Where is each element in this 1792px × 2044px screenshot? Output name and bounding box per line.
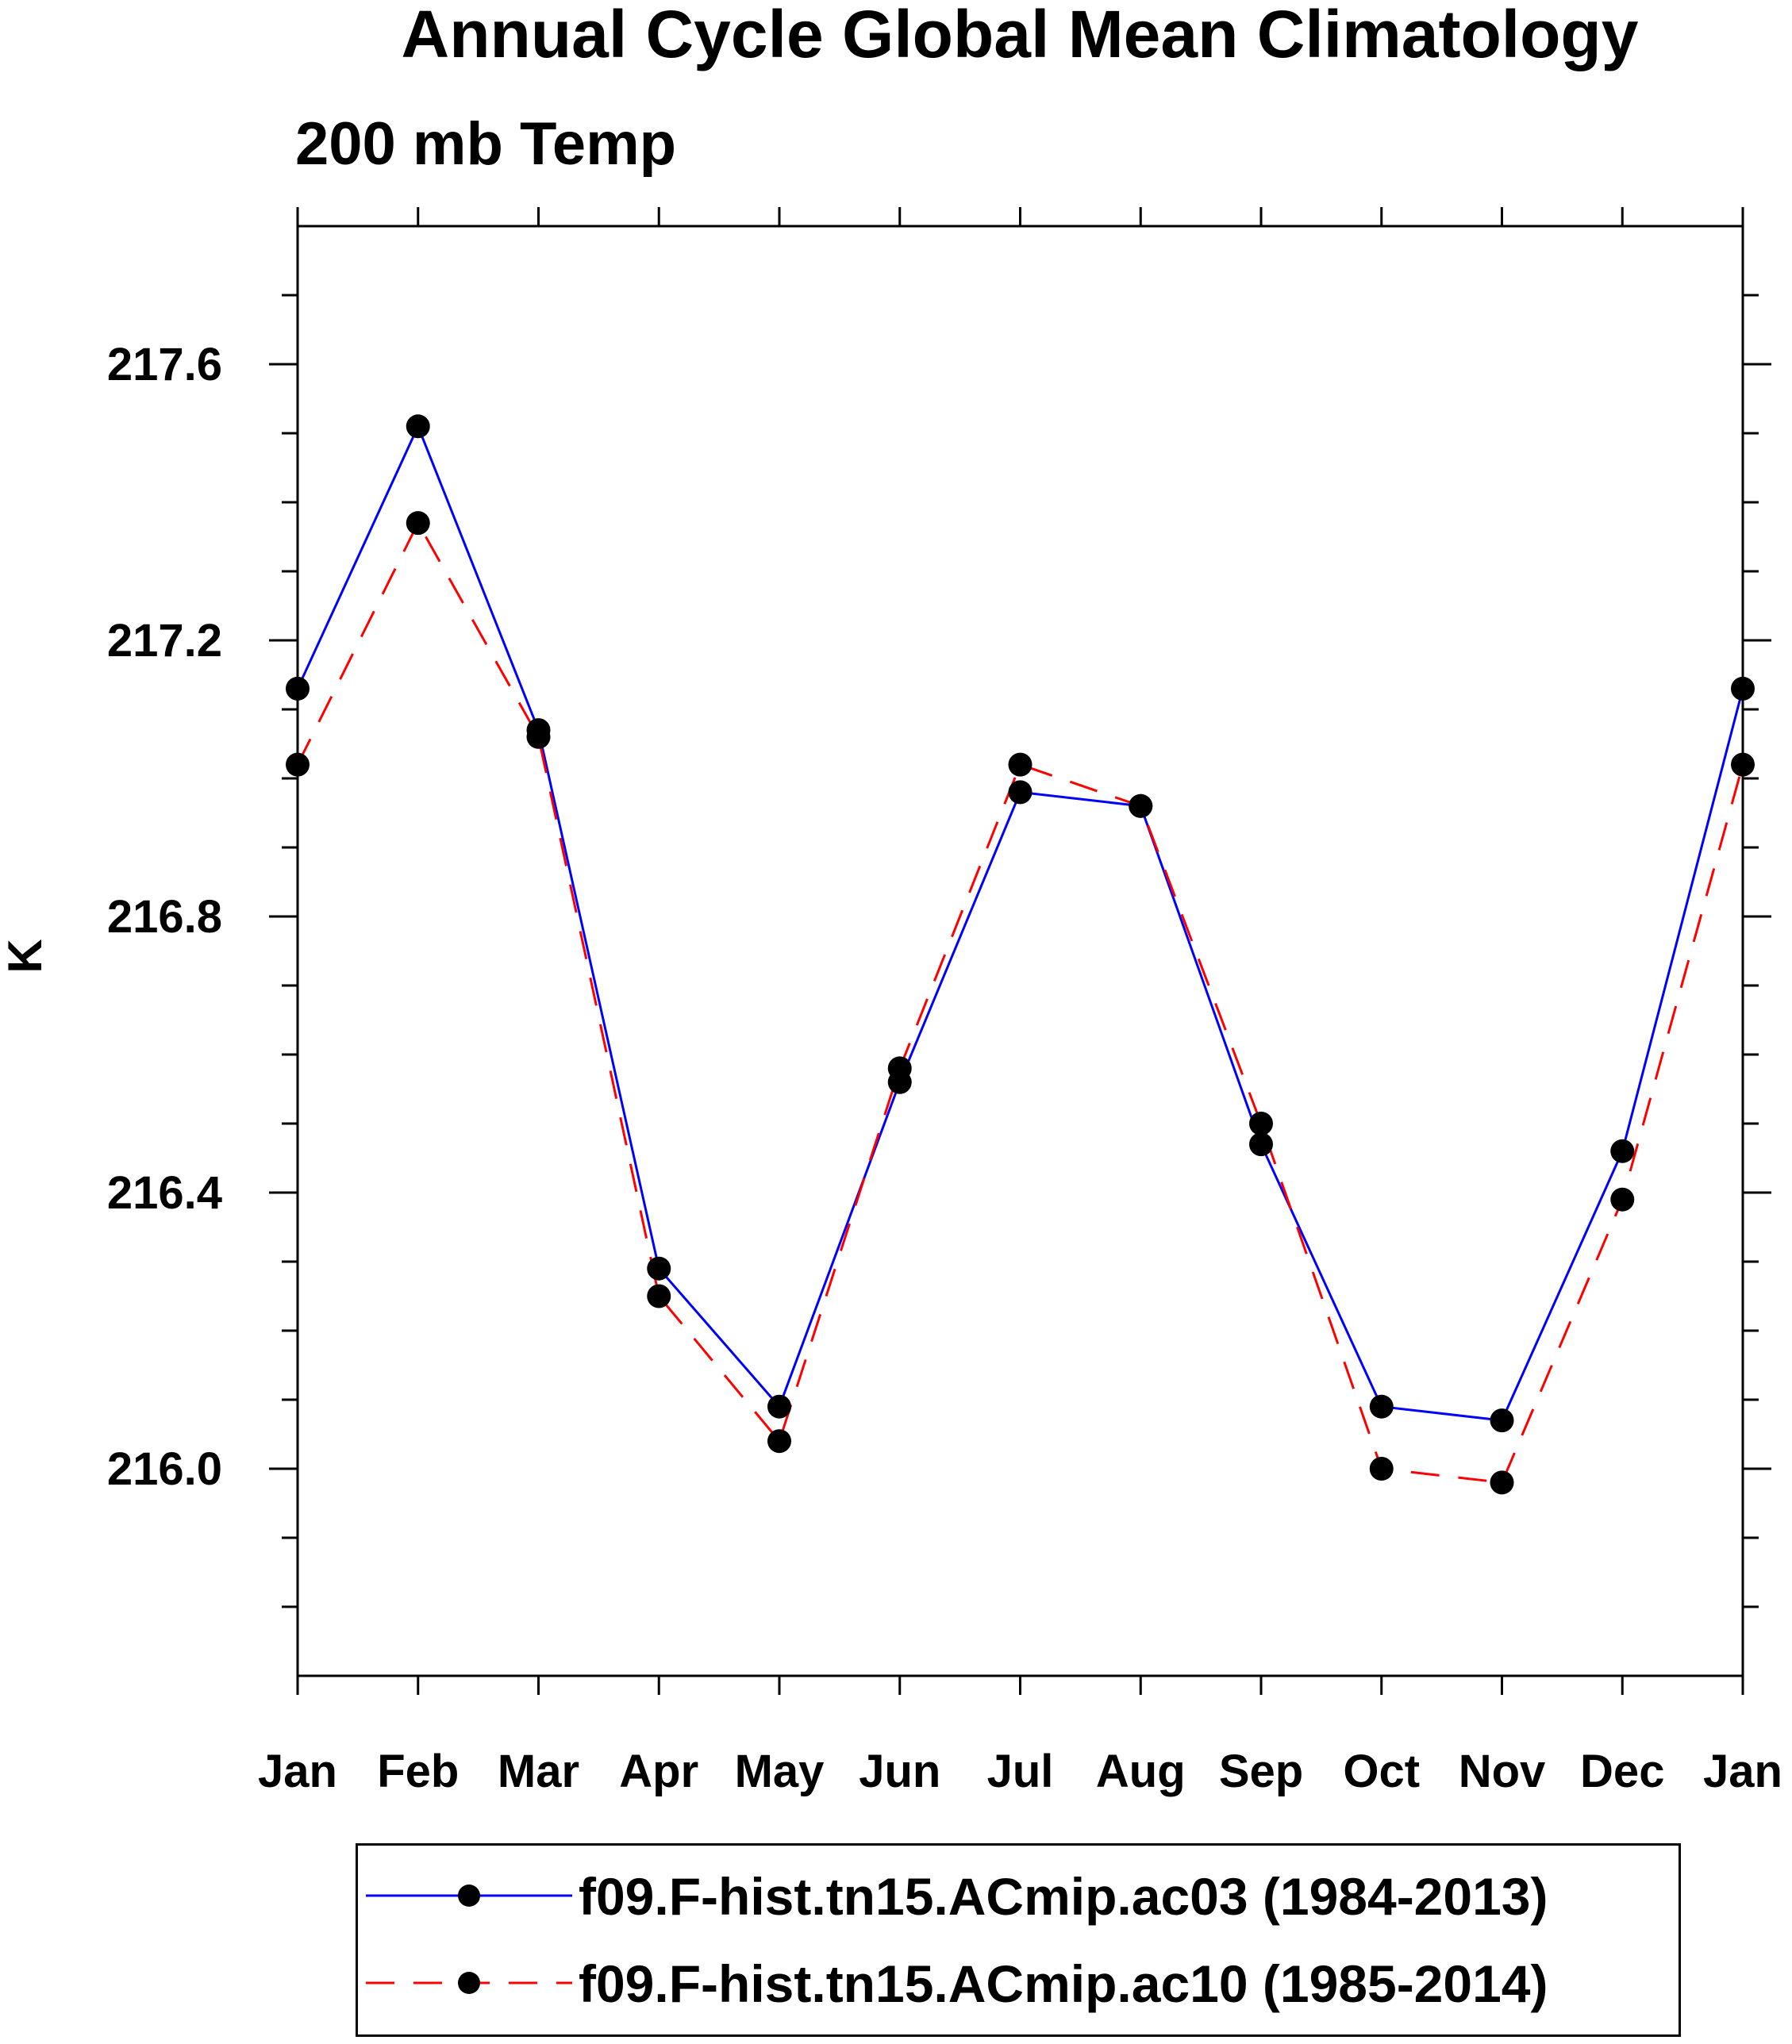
series-1-point-12 bbox=[1731, 752, 1755, 777]
legend-entry-ac10: f09.F-hist.tn15.ACmip.ac10 (1985-2014) bbox=[358, 1939, 1679, 2027]
x-tick-label-0: Jan bbox=[258, 1746, 337, 1797]
plot-frame bbox=[296, 225, 1744, 1677]
series-0-point-6 bbox=[1008, 780, 1033, 805]
x-tick-label-3: Apr bbox=[619, 1746, 698, 1797]
series-1-point-3 bbox=[647, 1284, 671, 1308]
legend-entry-ac03: f09.F-hist.tn15.ACmip.ac03 (1984-2013) bbox=[358, 1852, 1679, 1939]
legend-label-ac10: f09.F-hist.tn15.ACmip.ac10 (1985-2014) bbox=[579, 1954, 1548, 2013]
series-0-point-4 bbox=[767, 1394, 791, 1419]
series-0-point-3 bbox=[647, 1256, 671, 1281]
legend: f09.F-hist.tn15.ACmip.ac03 (1984-2013) f… bbox=[356, 1843, 1681, 2037]
series-1-point-10 bbox=[1490, 1470, 1514, 1495]
x-tick-label-9: Oct bbox=[1343, 1746, 1420, 1797]
chart-title: Annual Cycle Global Mean Climatology bbox=[402, 0, 1639, 71]
y-tick-label-1: 216.4 bbox=[107, 1167, 222, 1219]
y-tick-labels: 216.0 216.4 216.8 217.2 217.6 bbox=[107, 339, 222, 1495]
x-tick-label-6: Jul bbox=[987, 1746, 1054, 1797]
x-tick-label-2: Mar bbox=[498, 1746, 579, 1797]
series-0-point-9 bbox=[1369, 1394, 1394, 1419]
x-tick-label-4: May bbox=[735, 1746, 825, 1797]
legend-marker-ac10 bbox=[458, 1972, 480, 1994]
series-0-point-8 bbox=[1249, 1132, 1273, 1157]
series-0-point-11 bbox=[1610, 1139, 1635, 1163]
y-tick-label-4: 217.6 bbox=[107, 339, 222, 390]
x-tick-label-1: Feb bbox=[377, 1746, 459, 1797]
series-0-point-10 bbox=[1490, 1408, 1514, 1433]
x-tick-label-8: Sep bbox=[1219, 1746, 1303, 1797]
x-tick-label-10: Nov bbox=[1459, 1746, 1546, 1797]
x-tick-label-12: Jan bbox=[1703, 1746, 1782, 1797]
x-tick-label-11: Dec bbox=[1580, 1746, 1664, 1797]
y-tick-label-3: 217.2 bbox=[107, 615, 222, 667]
series-1-point-8 bbox=[1249, 1112, 1273, 1135]
legend-swatch-ac03 bbox=[366, 1885, 572, 1907]
series-1-point-9 bbox=[1369, 1457, 1394, 1481]
series-1-point-4 bbox=[767, 1429, 791, 1454]
legend-swatch-ac10 bbox=[366, 1972, 572, 1994]
series-0-point-1 bbox=[406, 414, 430, 439]
legend-marker-ac03 bbox=[458, 1885, 480, 1907]
series-1-point-7 bbox=[1129, 793, 1153, 818]
series-1-point-1 bbox=[406, 511, 430, 536]
series-1-point-2 bbox=[526, 724, 551, 749]
legend-label-ac03: f09.F-hist.tn15.ACmip.ac03 (1984-2013) bbox=[579, 1867, 1548, 1926]
chart-subtitle: 200 mb Temp bbox=[295, 110, 676, 178]
x-tick-label-5: Jun bbox=[859, 1746, 940, 1797]
x-tick-labels: Jan Feb Mar Apr May Jun Jul Aug Sep Oct Nov Dec Jan bbox=[258, 1746, 1782, 1797]
series-1-point-11 bbox=[1610, 1187, 1635, 1212]
y-tick-label-2: 216.8 bbox=[107, 891, 222, 943]
y-axis-label: K bbox=[0, 939, 52, 973]
series-0-point-0 bbox=[286, 676, 310, 701]
axis-ticks bbox=[269, 207, 1771, 1695]
series-1-point-6 bbox=[1008, 752, 1033, 777]
series-1-point-0 bbox=[286, 752, 310, 777]
series-group bbox=[286, 414, 1755, 1495]
series-1-point-5 bbox=[887, 1056, 912, 1081]
y-tick-label-0: 216.0 bbox=[107, 1443, 222, 1495]
series-line-0 bbox=[296, 423, 1744, 1422]
x-tick-label-7: Aug bbox=[1096, 1746, 1186, 1797]
series-0-point-12 bbox=[1731, 676, 1755, 701]
